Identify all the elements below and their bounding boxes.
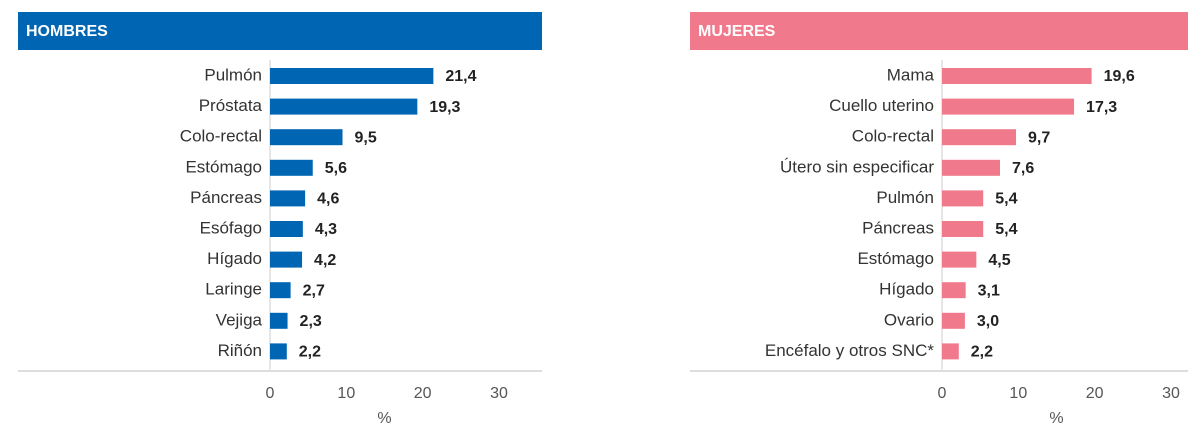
value-label: 4,3	[315, 221, 337, 238]
bar	[270, 129, 343, 146]
value-label: 3,1	[978, 282, 1000, 299]
x-axis-label: %	[377, 410, 391, 427]
value-label: 17,3	[1086, 99, 1117, 116]
x-tick-label: 0	[938, 385, 947, 402]
x-tick-label: 20	[1086, 385, 1104, 402]
bar	[942, 221, 984, 237]
x-tick-label: 20	[414, 385, 432, 402]
value-label: 5,4	[995, 191, 1017, 208]
category-label: Vejiga	[216, 310, 263, 329]
value-label: 5,4	[995, 221, 1017, 238]
panel-title: MUJERES	[698, 23, 776, 40]
value-label: 9,5	[355, 129, 377, 146]
bar	[270, 221, 303, 237]
bar	[270, 251, 303, 268]
value-label: 19,6	[1104, 68, 1135, 85]
category-label: Cuello uterino	[829, 96, 934, 115]
category-label: Colo-rectal	[852, 127, 934, 146]
category-label: Pulmón	[876, 188, 934, 207]
category-label: Páncreas	[190, 188, 262, 207]
bar	[942, 190, 984, 207]
category-label: Mama	[887, 65, 935, 84]
x-tick-label: 10	[1009, 385, 1027, 402]
panel-header	[690, 12, 1188, 50]
category-label: Colo-rectal	[180, 127, 262, 146]
panel-title: HOMBRES	[26, 23, 108, 40]
category-label: Riñón	[218, 341, 262, 360]
value-label: 4,5	[988, 252, 1010, 269]
value-label: 5,6	[325, 160, 347, 177]
bar	[270, 312, 288, 329]
bar	[942, 282, 966, 299]
category-label: Laringe	[205, 280, 262, 299]
value-label: 19,3	[429, 99, 460, 116]
value-label: 2,2	[299, 344, 321, 361]
category-label: Estómago	[857, 249, 934, 268]
value-label: 3,0	[977, 313, 999, 330]
value-label: 2,3	[300, 313, 322, 330]
value-label: 2,2	[971, 344, 993, 361]
value-label: 7,6	[1012, 160, 1034, 177]
value-label: 9,7	[1028, 129, 1050, 146]
bar	[942, 312, 965, 329]
bar	[270, 282, 291, 299]
value-label: 4,6	[317, 191, 339, 208]
panel-header	[18, 12, 542, 50]
bar	[942, 159, 1001, 176]
category-label: Próstata	[199, 96, 263, 115]
bar	[270, 190, 306, 207]
bar	[942, 251, 977, 268]
value-label: 2,7	[303, 282, 325, 299]
category-label: Páncreas	[862, 218, 934, 237]
category-label: Pulmón	[204, 65, 262, 84]
bar	[942, 68, 1092, 84]
category-label: Estómago	[185, 157, 262, 176]
category-label: Hígado	[879, 280, 934, 299]
bar	[270, 159, 313, 176]
x-tick-label: 0	[266, 385, 275, 402]
value-label: 4,2	[314, 252, 336, 269]
bar	[270, 98, 418, 115]
category-label: Encéfalo y otros SNC*	[765, 341, 935, 360]
bar	[270, 68, 434, 84]
x-tick-label: 30	[490, 385, 508, 402]
category-label: Esófago	[200, 218, 262, 237]
category-label: Ovario	[884, 310, 934, 329]
bar	[942, 98, 1075, 115]
category-label: Hígado	[207, 249, 262, 268]
bar	[270, 343, 287, 360]
x-tick-label: 10	[337, 385, 355, 402]
bar	[942, 343, 959, 360]
value-label: 21,4	[445, 68, 476, 85]
bar	[942, 129, 1017, 146]
x-tick-label: 30	[1162, 385, 1180, 402]
x-axis-label: %	[1049, 410, 1063, 427]
category-label: Útero sin especificar	[780, 157, 934, 176]
